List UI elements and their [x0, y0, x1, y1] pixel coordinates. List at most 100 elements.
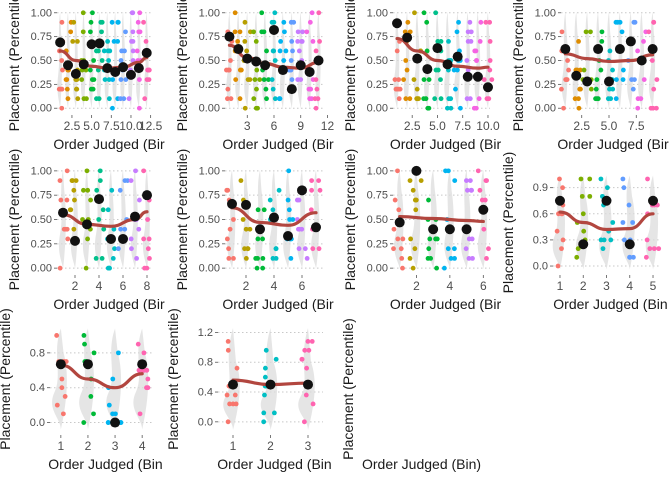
data-point	[457, 105, 463, 111]
violin-band	[306, 11, 312, 110]
mean-point	[133, 63, 144, 74]
data-point	[123, 77, 129, 82]
data-point	[313, 77, 319, 82]
data-point	[486, 96, 492, 102]
data-point	[560, 237, 566, 243]
data-point	[316, 178, 322, 183]
data-point	[101, 226, 107, 232]
data-point	[242, 39, 248, 44]
y-tick-label: 0.00	[31, 103, 52, 115]
data-point	[283, 48, 289, 54]
y-tick-label: 0.25	[199, 238, 220, 250]
data-point	[285, 197, 291, 203]
violin-band	[424, 11, 430, 110]
data-point	[487, 19, 493, 25]
mean-point	[452, 51, 463, 62]
panel-4: 0.00 0.25 0.50 0.75 1.00 2.5 5.0 7.5 Order Judge…	[510, 0, 669, 152]
data-point	[141, 168, 147, 174]
data-point	[465, 29, 471, 35]
data-point	[286, 207, 292, 213]
data-point	[308, 86, 314, 92]
x-tick-label: 8	[144, 279, 151, 293]
data-point	[398, 246, 404, 252]
data-point	[487, 58, 493, 63]
x-tick-label: 5.0	[83, 119, 100, 133]
data-point	[302, 246, 308, 252]
data-point	[251, 96, 257, 102]
data-point	[400, 236, 406, 242]
data-point	[309, 338, 315, 344]
x-tick-label: 5.0	[429, 119, 446, 133]
data-point	[276, 187, 282, 193]
data-point	[261, 77, 267, 82]
mean-point	[402, 32, 413, 43]
violin-band	[393, 11, 400, 110]
y-tick-label: 0.0	[533, 261, 548, 273]
data-point	[134, 256, 139, 261]
violin-band	[255, 169, 264, 270]
violin-band	[128, 11, 133, 110]
data-point	[264, 48, 269, 54]
y-tick-label: 0.4	[30, 382, 45, 394]
data-point	[290, 48, 295, 54]
x-tick-label: 7.5	[103, 119, 120, 133]
data-point	[135, 19, 141, 25]
mean-point	[255, 224, 265, 235]
mean-point	[130, 211, 140, 222]
data-point	[237, 96, 243, 102]
data-point	[99, 256, 105, 261]
data-point	[282, 29, 287, 35]
panel-5: 0.00 0.25 0.50 0.75 1.00 2 4 6 8 Order Judged (Bi…	[6, 149, 165, 312]
x-axis-title: Order Judged (Bir	[53, 136, 165, 152]
data-point	[643, 254, 649, 260]
data-point	[405, 19, 411, 25]
mean-point	[260, 60, 271, 71]
data-point	[467, 19, 473, 25]
data-point	[68, 29, 74, 35]
violin-band	[58, 169, 66, 270]
data-point	[225, 419, 231, 425]
mean-point	[625, 36, 636, 47]
data-point	[99, 29, 104, 35]
violin-band	[599, 175, 612, 270]
y-tick-label: 1.00	[199, 7, 220, 19]
data-point	[232, 29, 238, 35]
data-point	[482, 197, 488, 203]
data-point	[474, 58, 479, 63]
data-point	[234, 365, 240, 371]
data-point	[309, 178, 315, 183]
data-point	[391, 226, 397, 232]
data-point	[109, 187, 115, 193]
x-axis-title: Order Judged (Bin	[48, 456, 162, 472]
data-point	[228, 96, 234, 102]
data-point	[111, 39, 117, 44]
mean-point	[462, 71, 473, 82]
data-point	[130, 39, 136, 44]
data-point	[119, 48, 125, 54]
data-point	[228, 58, 233, 63]
data-point	[481, 77, 487, 82]
data-point	[117, 187, 123, 193]
mean-point	[269, 212, 279, 223]
data-point	[289, 39, 295, 44]
data-point	[566, 67, 571, 73]
y-tick-label: 0.9	[533, 182, 548, 194]
x-tick-label: 10.0	[119, 119, 143, 133]
data-point	[260, 256, 266, 261]
data-point	[588, 86, 594, 92]
data-point	[395, 86, 401, 92]
data-point	[304, 365, 310, 371]
data-point	[299, 226, 305, 232]
data-point	[85, 187, 91, 193]
data-point	[147, 256, 152, 261]
data-point	[314, 86, 320, 92]
data-point	[620, 67, 626, 73]
data-point	[272, 58, 278, 63]
mean-point	[58, 207, 68, 218]
data-point	[598, 67, 604, 73]
data-point	[88, 86, 94, 92]
data-point	[294, 197, 300, 203]
data-point	[464, 178, 469, 183]
data-point	[620, 220, 626, 225]
data-point	[105, 39, 111, 44]
